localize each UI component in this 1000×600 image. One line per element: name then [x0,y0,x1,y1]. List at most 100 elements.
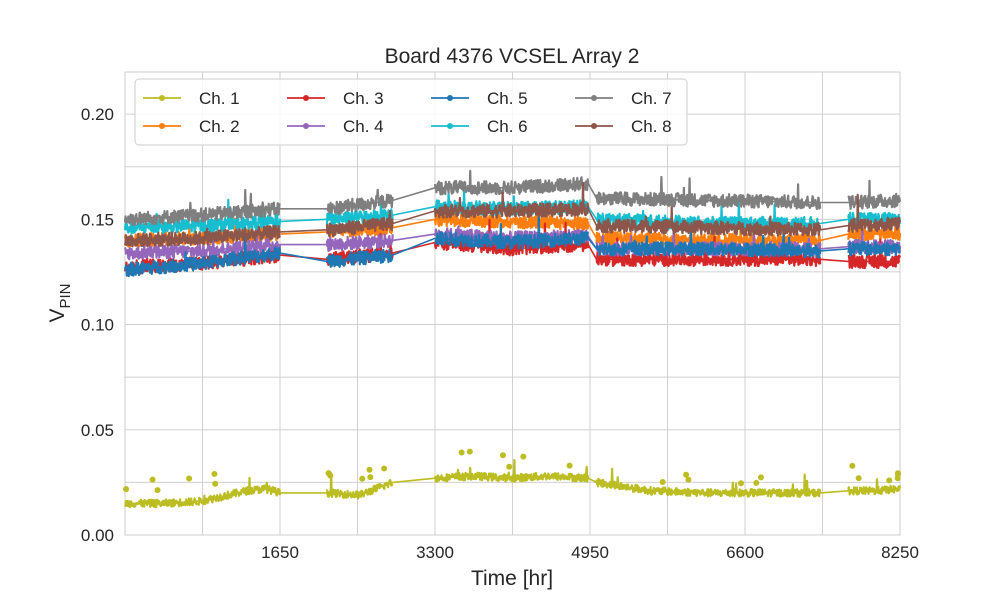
x-tick-label: 8250 [881,543,919,562]
x-tick-label: 4950 [571,543,609,562]
series-8-trace [847,193,902,233]
series-4-trace [325,233,394,252]
series-8-trace [433,182,590,219]
series-1-spike-point [123,486,130,493]
legend-label: Ch. 6 [487,117,528,136]
legend-label: Ch. 4 [343,117,384,136]
legend-item: Ch. 7 [575,89,672,108]
series-layer [123,169,902,509]
series-8 [123,182,902,248]
series-1-spike-point [458,449,465,456]
legend-label: Ch. 3 [343,89,384,108]
series-1-spike-point [685,476,692,483]
series-1-trace [433,459,590,483]
chart-title: Board 4376 VCSEL Array 2 [385,45,640,68]
legend-marker [447,123,453,129]
y-tick-label: 0.20 [81,105,114,124]
series-1-spike-point [566,462,573,469]
series-7-trace [433,169,590,196]
series-1-spike-point [683,471,690,478]
series-1-spike-point [359,475,366,482]
y-axis-label: VPIN [46,283,74,322]
series-1-spike-point [855,475,862,482]
series-1-spike-point [366,466,373,473]
series-5-trace [325,248,394,268]
legend-item: Ch. 2 [143,117,240,136]
legend-marker [591,95,597,101]
series-7 [123,169,902,226]
legend-label: Ch. 5 [487,89,528,108]
series-1-spike-point [211,470,218,477]
series-8-trace [325,209,394,238]
x-tick-label: 1650 [261,543,299,562]
series-1-spike-point [499,452,506,459]
x-tick-label: 3300 [416,543,454,562]
legend-marker [591,123,597,129]
legend-item: Ch. 4 [287,117,384,136]
series-1-spike-point [849,462,856,469]
legend: Ch. 1 Ch. 2 Ch. 3 Ch. 4 Ch. 5 Ch. 6 Ch. 7 Ch. 8 [134,78,688,146]
series-1-spike-point [186,475,193,482]
legend-item: Ch. 5 [431,89,528,108]
legend-marker [303,123,309,129]
series-1-spike-point [327,472,334,479]
legend-item: Ch. 8 [575,117,672,136]
series-1-spike-point [737,480,744,487]
series-1 [123,448,902,509]
series-1-spike-point [757,474,764,481]
series-5 [123,212,902,278]
series-1-spike-point [894,470,901,477]
series-3-trace [847,238,902,270]
series-1-spike-point [506,463,513,470]
legend-marker [159,95,165,101]
series-1-trace [595,467,822,498]
series-8-trace [595,206,822,237]
legend-label: Ch. 7 [631,89,672,108]
legend-marker [159,123,165,129]
series-7-trace [326,188,394,215]
legend-marker [447,95,453,101]
series-1-spike-point [367,474,374,481]
series-5-trace [434,212,590,250]
legend-label: Ch. 1 [199,89,240,108]
legend-item: Ch. 3 [287,89,384,108]
series-6-trace [123,198,282,235]
series-1-spike-point [894,475,901,482]
series-1-trace [123,476,282,509]
grid [124,71,901,536]
y-tick-label: 0.10 [81,316,114,335]
legend-box [134,78,688,146]
series-3-trace [595,235,822,268]
series-1-spike-point [212,480,219,487]
series-1-trace [325,472,394,500]
series-7-trace [595,175,822,211]
legend-item: Ch. 6 [431,117,528,136]
plot-frame [124,71,901,536]
series-2-trace [847,226,902,242]
x-axis-label: Time [hr] [471,567,553,590]
legend-item: Ch. 1 [143,89,240,108]
series-5-trace [123,226,282,278]
series-1-spike-point [520,453,527,460]
series-5-trace [847,241,902,257]
series-1-spike-point [149,476,156,483]
series-1-spike-point [154,487,161,494]
series-6-trace [595,200,822,232]
y-tick-label: 0.05 [81,421,114,440]
series-8-trace [123,224,281,248]
legend-label: Ch. 2 [199,117,240,136]
series-1-spike-point [659,478,666,485]
series-7-trace [123,188,281,226]
ticks: 1650 3300 4950 6600 8250 0.00 0.05 0.10 0.15 0.20 [81,105,919,562]
series-1-spike-point [381,465,388,472]
legend-label: Ch. 8 [631,117,672,136]
y-tick-label: 0.00 [81,526,114,545]
series-1-spike-point [753,479,760,486]
series-4-trace [123,224,282,261]
series-2-trace [433,211,590,231]
series-1-spike-point [466,448,473,455]
y-tick-label: 0.15 [81,210,114,229]
series-1-trace [847,478,902,496]
y-axis-label-base: V [46,309,69,323]
